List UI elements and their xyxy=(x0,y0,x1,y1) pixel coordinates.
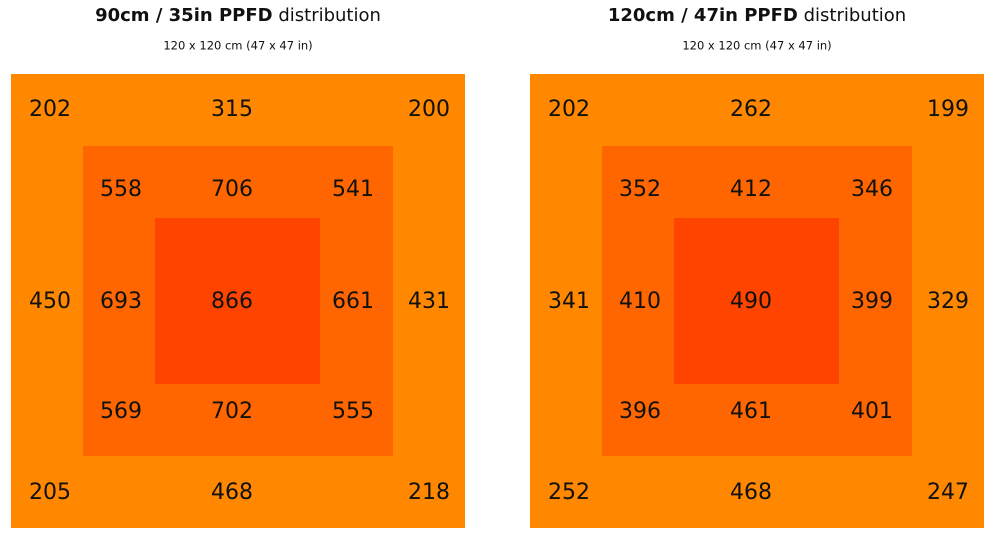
title-normal: distribution xyxy=(278,5,381,26)
ppfd-panel: 90cm / 35in PPFD distribution 120 x 120 c… xyxy=(11,5,465,528)
ppfd-value: 410 xyxy=(619,289,661,314)
ppfd-value: 252 xyxy=(548,480,590,505)
ppfd-value: 555 xyxy=(332,399,374,424)
ppfd-value: 205 xyxy=(29,480,71,505)
title-bold: 90cm / 35in PPFD xyxy=(95,5,273,26)
panel-subtitle: 120 x 120 cm (47 x 47 in) xyxy=(682,39,831,53)
ppfd-value: 461 xyxy=(730,399,772,424)
ppfd-value: 346 xyxy=(851,177,893,202)
ppfd-value: 262 xyxy=(730,97,772,122)
ppfd-value: 399 xyxy=(851,289,893,314)
ppfd-value: 468 xyxy=(211,480,253,505)
ppfd-value: 431 xyxy=(408,289,450,314)
ppfd-value: 706 xyxy=(211,177,253,202)
ppfd-value: 490 xyxy=(730,289,772,314)
ppfd-value: 218 xyxy=(408,480,450,505)
ppfd-panel: 120cm / 47in PPFD distribution 120 x 120 … xyxy=(530,5,984,528)
ppfd-value: 341 xyxy=(548,289,590,314)
ppfd-value: 412 xyxy=(730,177,772,202)
ppfd-value: 569 xyxy=(100,399,142,424)
ppfd-value: 396 xyxy=(619,399,661,424)
ppfd-value: 352 xyxy=(619,177,661,202)
ppfd-value: 468 xyxy=(730,480,772,505)
ppfd-value: 200 xyxy=(408,97,450,122)
ppfd-value: 202 xyxy=(29,97,71,122)
ppfd-value: 329 xyxy=(927,289,969,314)
title-bold: 120cm / 47in PPFD xyxy=(608,5,798,26)
panel-title: 120cm / 47in PPFD distribution xyxy=(608,5,906,26)
ppfd-value: 541 xyxy=(332,177,374,202)
ppfd-value: 247 xyxy=(927,480,969,505)
ppfd-value: 450 xyxy=(29,289,71,314)
panel-title: 90cm / 35in PPFD distribution xyxy=(95,5,381,26)
ppfd-value: 315 xyxy=(211,97,253,122)
panel-subtitle: 120 x 120 cm (47 x 47 in) xyxy=(163,39,312,53)
center-zone xyxy=(155,218,320,384)
ppfd-value: 558 xyxy=(100,177,142,202)
ppfd-value: 702 xyxy=(211,399,253,424)
ppfd-value: 693 xyxy=(100,289,142,314)
ppfd-value: 401 xyxy=(851,399,893,424)
ppfd-value: 866 xyxy=(211,289,253,314)
center-zone xyxy=(674,218,839,384)
ppfd-value: 202 xyxy=(548,97,590,122)
title-normal: distribution xyxy=(804,5,907,26)
ppfd-value: 661 xyxy=(332,289,374,314)
ppfd-value: 199 xyxy=(927,97,969,122)
